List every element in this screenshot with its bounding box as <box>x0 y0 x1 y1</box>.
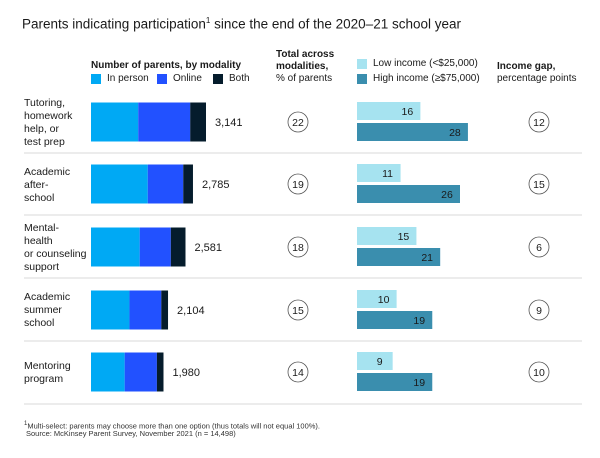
gap-header: Income gap, percentage points <box>497 61 577 84</box>
bar-in-person <box>91 290 130 330</box>
bar-total-label: 2,785 <box>202 179 230 191</box>
bar-high-income <box>357 311 433 329</box>
legend-both: Both <box>213 73 250 84</box>
bar-high-income-label: 19 <box>413 377 425 389</box>
total-pct-circle <box>287 236 309 258</box>
parents-header: Number of parents, by modality <box>91 60 242 71</box>
income-gap-label: 12 <box>533 117 545 129</box>
bar-low-income-label: 11 <box>382 168 393 180</box>
row-label-mentoring: Mentoring program <box>24 360 71 385</box>
total-pct-label: 19 <box>292 179 304 191</box>
bar-high-income <box>357 373 433 391</box>
bar-low-income-label: 10 <box>378 294 390 306</box>
bar-high-income <box>357 248 441 266</box>
income-gap-circle <box>528 299 550 321</box>
income-gap-label: 15 <box>533 179 545 191</box>
bar-high-income <box>357 185 460 203</box>
bar-both <box>183 164 193 204</box>
bar-online <box>124 352 157 392</box>
total-pct-label: 14 <box>292 367 304 379</box>
bar-both <box>190 102 206 142</box>
row-label-summer-school: Academic summer school <box>24 291 71 329</box>
bar-total-label: 1,980 <box>172 367 200 379</box>
bar-both <box>156 352 164 392</box>
bar-high-income-label: 19 <box>413 315 425 327</box>
bar-total-label: 2,581 <box>194 242 222 254</box>
bar-online <box>138 102 191 142</box>
source-note: Source: McKinsey Parent Survey, November… <box>26 429 236 438</box>
bar-high-income-label: 28 <box>449 127 461 139</box>
bar-low-income-label: 9 <box>377 356 383 368</box>
bar-high-income <box>357 123 468 141</box>
bar-in-person <box>91 102 139 142</box>
row-label-after-school: Academic after-school <box>24 166 71 204</box>
total-pct-circle <box>287 361 309 383</box>
bar-low-income <box>357 290 397 308</box>
income-gap-circle <box>528 111 550 133</box>
bar-online <box>139 227 171 267</box>
bar-in-person <box>91 164 148 204</box>
bar-both <box>161 290 169 330</box>
income-gap-label: 9 <box>536 305 542 317</box>
row-label-tutoring: Tutoring, homework help, or test prep <box>24 97 73 148</box>
bar-online <box>147 164 184 204</box>
income-gap-label: 10 <box>533 367 545 379</box>
bar-in-person <box>91 352 125 392</box>
total-pct-label: 15 <box>292 305 304 317</box>
total-pct-circle <box>287 299 309 321</box>
total-pct-label: 22 <box>292 117 304 129</box>
total-header: Total across modalities, % of parents <box>276 49 335 84</box>
total-pct-circle <box>287 111 309 133</box>
row-label-mental-health: Mental-health or counseling support <box>24 222 87 273</box>
bar-total-label: 3,141 <box>215 117 243 129</box>
legend-high-income: High income (≥$75,000) <box>357 73 480 84</box>
bar-in-person <box>91 227 140 267</box>
bar-total-label: 2,104 <box>177 305 205 317</box>
bar-low-income-label: 16 <box>402 106 414 118</box>
bar-low-income <box>357 227 417 245</box>
income-gap-circle <box>528 361 550 383</box>
bar-both <box>170 227 186 267</box>
footnote: 1Multi-select: parents may choose more t… <box>24 421 320 431</box>
income-gap-label: 6 <box>536 242 542 254</box>
bar-low-income <box>357 102 421 120</box>
legend-in-person: In person <box>91 73 149 84</box>
income-gap-circle <box>528 173 550 195</box>
bar-high-income-label: 26 <box>441 189 453 201</box>
legend-online: Online <box>157 73 202 84</box>
total-pct-label: 18 <box>292 242 304 254</box>
bar-low-income-label: 15 <box>398 231 410 243</box>
chart-title: Parents indicating participation1 since … <box>22 16 461 32</box>
bar-online <box>129 290 162 330</box>
total-pct-circle <box>287 173 309 195</box>
legend-low-income: Low income (<$25,000) <box>357 58 478 69</box>
bar-high-income-label: 21 <box>421 252 433 264</box>
bar-low-income <box>357 352 393 370</box>
income-gap-circle <box>528 236 550 258</box>
bar-low-income <box>357 164 401 182</box>
